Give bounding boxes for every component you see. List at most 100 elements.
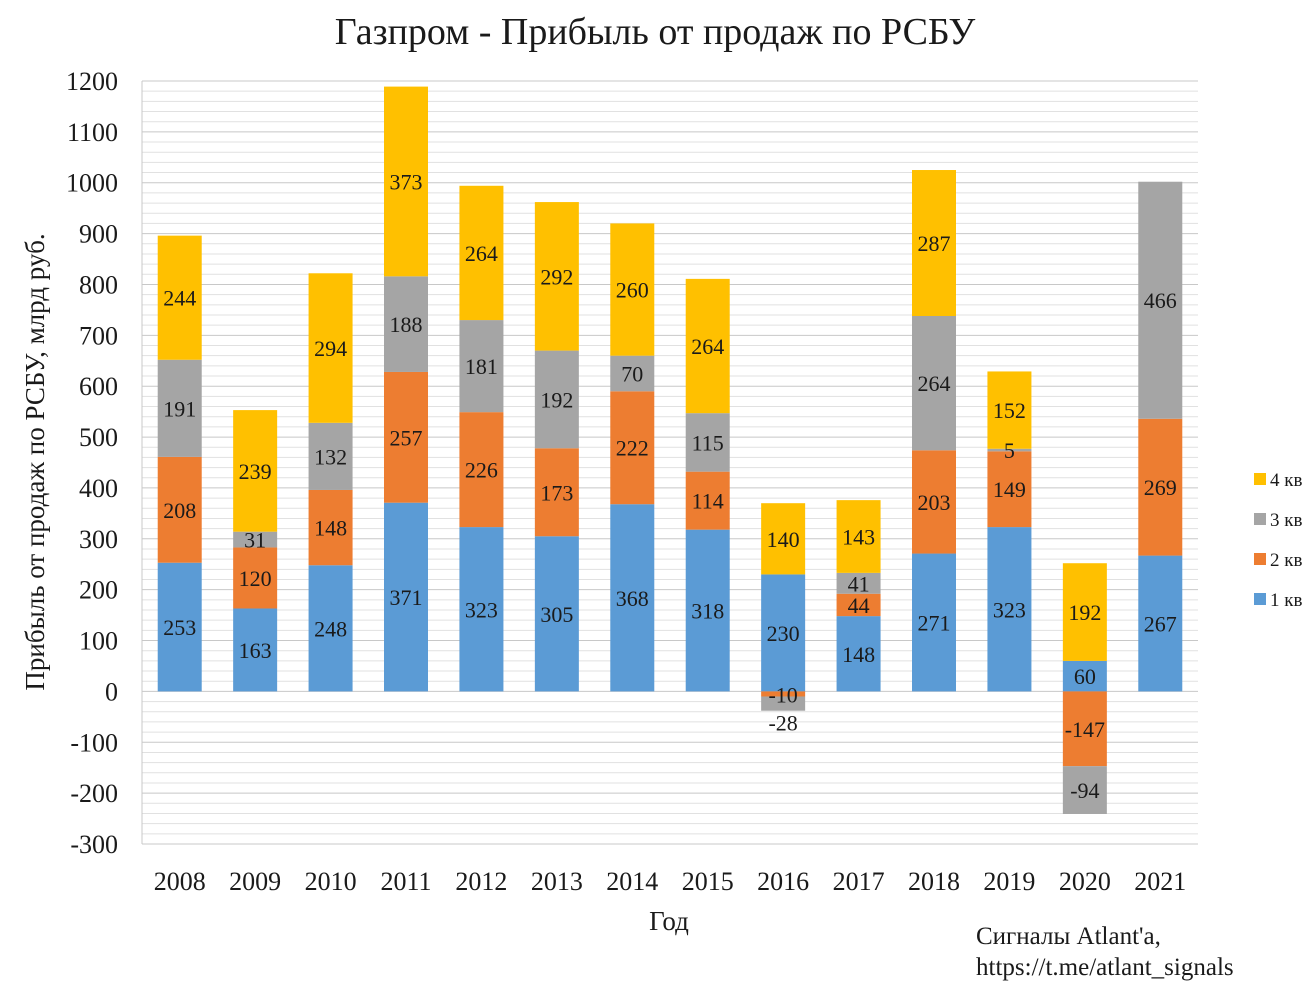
bar-segment bbox=[1138, 181, 1183, 419]
y-tick-label: -300 bbox=[70, 830, 118, 859]
data-label: 294 bbox=[314, 336, 347, 361]
data-label: -147 bbox=[1065, 717, 1105, 742]
data-label: 292 bbox=[540, 264, 573, 289]
legend-label: 2 кв bbox=[1270, 550, 1302, 571]
x-axis-label: Год bbox=[649, 906, 689, 936]
bar-segment bbox=[534, 448, 579, 537]
bar-segment bbox=[233, 608, 278, 692]
data-label: 260 bbox=[616, 278, 649, 303]
bar-segment bbox=[761, 574, 806, 692]
bar-segment bbox=[1138, 555, 1183, 692]
y-tick-label: 300 bbox=[79, 525, 118, 554]
data-label: 466 bbox=[1144, 288, 1177, 313]
data-label: 323 bbox=[465, 597, 498, 622]
bar-segment bbox=[987, 448, 1032, 452]
bar-segment bbox=[308, 565, 353, 692]
data-label: 191 bbox=[163, 396, 196, 421]
data-label: 70 bbox=[621, 361, 643, 386]
bars bbox=[157, 86, 1183, 814]
bar-segment bbox=[308, 273, 353, 423]
bar-segment bbox=[610, 355, 655, 392]
bar-segment bbox=[459, 412, 504, 528]
data-label: 120 bbox=[239, 566, 272, 591]
bar-segment bbox=[534, 202, 579, 351]
bar-segment bbox=[384, 86, 428, 277]
data-label: 148 bbox=[314, 516, 347, 541]
x-tick-label: 2013 bbox=[531, 867, 583, 896]
x-tick-label: 2018 bbox=[908, 867, 960, 896]
y-tick-label: 100 bbox=[79, 627, 118, 656]
x-tick-label: 2016 bbox=[757, 867, 809, 896]
data-label: 267 bbox=[1144, 611, 1177, 636]
credit-line-1: Сигналы Atlant'a, bbox=[976, 923, 1161, 950]
data-label: 368 bbox=[616, 586, 649, 611]
data-label: 5 bbox=[1004, 438, 1015, 463]
bar-segment bbox=[459, 185, 504, 321]
data-label: 173 bbox=[540, 480, 573, 505]
legend-label: 3 кв bbox=[1270, 510, 1302, 531]
y-tick-label: 500 bbox=[79, 423, 118, 452]
data-label: 323 bbox=[993, 597, 1026, 622]
bar-segment bbox=[685, 278, 730, 414]
x-tick-label: 2008 bbox=[154, 867, 206, 896]
data-label: 60 bbox=[1074, 664, 1096, 689]
bar-segment bbox=[534, 536, 579, 692]
bar-segment bbox=[308, 422, 353, 490]
data-label: 208 bbox=[163, 498, 196, 523]
legend: 4 кв 3 кв 2 кв 1 кв bbox=[1254, 470, 1302, 611]
y-tick-label: 1000 bbox=[66, 169, 118, 198]
bar-segment bbox=[1062, 660, 1107, 692]
bar-segment bbox=[1062, 691, 1107, 767]
data-label: 264 bbox=[691, 334, 724, 359]
bar-segment bbox=[1138, 418, 1183, 556]
bar-segment bbox=[987, 527, 1032, 692]
y-axis-label: Прибыль от продаж по РСБУ, млрд руб. bbox=[20, 233, 50, 690]
data-label: 373 bbox=[390, 169, 423, 194]
bar-segment bbox=[157, 359, 202, 457]
data-label: 264 bbox=[465, 241, 498, 266]
bar-segment bbox=[459, 527, 504, 692]
legend-swatch bbox=[1254, 593, 1266, 605]
data-label: 248 bbox=[314, 616, 347, 641]
y-tick-label: -100 bbox=[70, 728, 118, 757]
data-label: 132 bbox=[314, 444, 347, 469]
bar-segment bbox=[912, 170, 956, 317]
x-tick-label: 2021 bbox=[1134, 867, 1186, 896]
data-label: 31 bbox=[244, 528, 266, 553]
credit-line-2: https://t.me/atlant_signals bbox=[976, 954, 1234, 981]
legend-swatch bbox=[1254, 473, 1266, 485]
bar-segment bbox=[308, 489, 353, 566]
data-label: 192 bbox=[1068, 600, 1101, 625]
y-tick-label: 1200 bbox=[66, 67, 118, 96]
x-tick-label: 2011 bbox=[380, 867, 431, 896]
bar-segment bbox=[912, 316, 956, 451]
bar-segment bbox=[912, 450, 956, 554]
data-label: -94 bbox=[1070, 778, 1099, 803]
bar-segment bbox=[157, 456, 202, 563]
bar-segment bbox=[233, 531, 278, 548]
y-tick-label: 0 bbox=[105, 677, 118, 706]
bar-segment bbox=[157, 235, 202, 360]
bar-segment bbox=[1062, 563, 1107, 661]
data-label: -10 bbox=[768, 682, 797, 707]
data-label: 203 bbox=[918, 490, 951, 515]
bar-segment bbox=[912, 553, 956, 692]
data-label: 143 bbox=[842, 525, 875, 550]
data-label: 305 bbox=[540, 602, 573, 627]
y-tick-label: -200 bbox=[70, 779, 118, 808]
y-tick-label: 800 bbox=[79, 270, 118, 299]
bar-segment bbox=[685, 471, 730, 530]
bar-segment bbox=[384, 371, 428, 503]
bar-segment bbox=[384, 502, 428, 692]
data-label: 271 bbox=[918, 610, 951, 635]
data-label: 244 bbox=[163, 286, 196, 311]
x-tick-label: 2009 bbox=[229, 867, 281, 896]
x-tick-label: 2019 bbox=[983, 867, 1035, 896]
gridlines bbox=[141, 80, 1198, 845]
y-tick-label: 400 bbox=[79, 474, 118, 503]
x-tick-labels: 2008 2009 2010 2011 2012 2013 2014 2015 2016 2017… bbox=[154, 867, 1187, 896]
data-label: 264 bbox=[918, 371, 951, 396]
x-tick-label: 2010 bbox=[305, 867, 357, 896]
x-tick-label: 2014 bbox=[606, 867, 658, 896]
bar-segment bbox=[534, 350, 579, 449]
